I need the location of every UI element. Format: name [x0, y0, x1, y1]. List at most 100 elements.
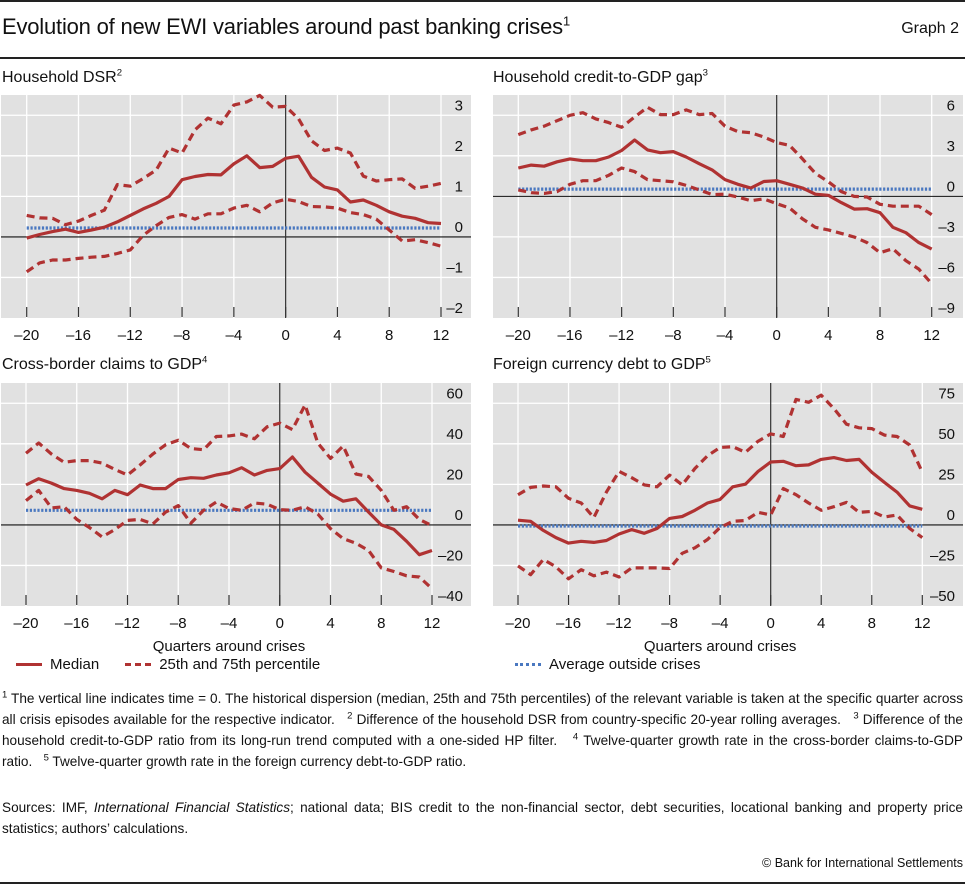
- footnote-5: Twelve-quarter growth rate in the foreig…: [48, 754, 467, 769]
- sources: Sources: IMF, International Financial St…: [2, 797, 963, 839]
- legend-swatch-percentile: [125, 663, 152, 666]
- x-tick-label: –16: [557, 327, 582, 344]
- panel-title-household-dsr: Household DSR2: [2, 67, 123, 87]
- x-axis-title: Quarters around crises: [644, 638, 797, 655]
- legend-item-average: Average outside crises: [515, 656, 700, 673]
- x-tick-label: 4: [817, 615, 825, 632]
- footnote-3: Difference of the household credit-to-GD…: [2, 712, 963, 748]
- y-tick-label: –25: [930, 547, 955, 564]
- series-75th-percentile-line: [24, 403, 433, 528]
- panel-title-text: Cross-border claims to GDP: [2, 356, 203, 373]
- x-tick-label: –8: [170, 615, 187, 632]
- x-tick-label: 4: [333, 327, 341, 344]
- footnote-mark-3: 3: [853, 710, 859, 722]
- x-tick-label: 12: [923, 327, 940, 344]
- legend-left: Median 25th and 75th percentile: [16, 656, 346, 673]
- series-75th-percentile-line: [26, 93, 442, 227]
- series-median-line: [26, 154, 442, 240]
- footnote-mark-1: 1: [2, 689, 8, 701]
- sources-prefix: Sources: IMF,: [2, 800, 94, 815]
- y-tick-label: –20: [438, 547, 463, 564]
- x-tick-label: –4: [221, 615, 238, 632]
- y-tick-label: 3: [947, 138, 955, 155]
- x-tick-label: 8: [876, 327, 884, 344]
- footnote-4: Twelve-quarter growth rate in the cross-…: [2, 733, 963, 769]
- series-25th-percentile-line: [25, 197, 442, 274]
- series-median-line: [517, 138, 933, 251]
- bottom-rule: [0, 882, 965, 884]
- y-tick-label: –6: [938, 259, 955, 276]
- y-tick-label: –1: [446, 259, 463, 276]
- chart-panel-2: –9 –6 –3 0 3 6 –20 –16 –12 –8 –4 0 4 8 12: [493, 95, 963, 344]
- graph-number: Graph 2: [901, 20, 959, 37]
- y-tick-label: –40: [438, 588, 463, 605]
- series-median-line: [25, 455, 433, 557]
- panel-title-text: Household credit-to-GDP gap: [493, 69, 703, 86]
- legend-label-average: Average outside crises: [549, 656, 701, 673]
- y-tick-label: 2: [455, 138, 463, 155]
- x-tick-label: 0: [276, 615, 284, 632]
- panel-title-footnote-mark: 5: [705, 354, 711, 366]
- x-tick-label: –8: [665, 327, 682, 344]
- sources-publication: International Financial Statistics: [93, 800, 291, 815]
- x-tick-label: –16: [556, 615, 581, 632]
- panel-title-fx-debt: Foreign currency debt to GDP5: [493, 354, 711, 374]
- sources-suffix: ; national data; BIS credit to the non-f…: [2, 800, 963, 836]
- footnote-1: The vertical line indicates time = 0. Th…: [2, 691, 963, 727]
- panel-title-footnote-mark: 2: [116, 67, 123, 79]
- y-tick-label: –50: [930, 588, 955, 605]
- x-tick-label: –20: [506, 327, 531, 344]
- plot-background: [493, 95, 963, 318]
- y-tick-label: 25: [938, 466, 955, 483]
- y-tick-label: 6: [947, 97, 955, 114]
- y-tick-label: 40: [446, 426, 463, 443]
- y-tick-label: –3: [938, 219, 955, 236]
- x-tick-label: 0: [767, 615, 775, 632]
- series-25th-percentile-line: [517, 166, 933, 285]
- series-75th-percentile-line: [517, 393, 924, 520]
- y-tick-label: 20: [446, 466, 463, 483]
- legend-item-percentile: 25th and 75th percentile: [125, 656, 320, 673]
- x-tick-label: 4: [326, 615, 334, 632]
- legend-label-median: Median: [50, 656, 100, 673]
- y-tick-label: 0: [947, 507, 955, 524]
- figure-title: Evolution of new EWI variables around pa…: [2, 14, 570, 40]
- x-tick-label: 8: [868, 615, 876, 632]
- plot-background: [493, 383, 963, 606]
- series-25th-percentile-line: [24, 488, 434, 590]
- x-tick-label: –8: [174, 327, 191, 344]
- x-tick-label: 8: [385, 327, 393, 344]
- footnote-mark-5: 5: [43, 752, 49, 764]
- x-tick-label: –12: [609, 327, 634, 344]
- series-25th-percentile-line: [517, 487, 924, 581]
- x-tick-label: –12: [118, 327, 143, 344]
- x-tick-label: –20: [14, 327, 39, 344]
- x-tick-label: 0: [281, 327, 289, 344]
- x-tick-label: 8: [377, 615, 385, 632]
- legend-right: Average outside crises: [515, 656, 726, 673]
- x-tick-label: –4: [226, 327, 243, 344]
- header-rule: [0, 57, 965, 59]
- x-tick-label: –4: [712, 615, 729, 632]
- figure-title-footnote-mark: 1: [562, 13, 571, 29]
- x-tick-label: –8: [661, 615, 678, 632]
- x-tick-label: 4: [824, 327, 832, 344]
- panel-title-footnote-mark: 4: [202, 354, 208, 366]
- panel-title-text: Foreign currency debt to GDP: [493, 356, 706, 373]
- x-tick-label: 12: [433, 327, 450, 344]
- x-tick-label: –12: [115, 615, 140, 632]
- x-tick-label: –12: [607, 615, 632, 632]
- x-tick-label: –20: [13, 615, 38, 632]
- top-rule: [0, 0, 965, 2]
- y-tick-label: 75: [938, 385, 955, 402]
- y-tick-label: 0: [455, 219, 463, 236]
- figure-title-text: Evolution of new EWI variables around pa…: [2, 14, 563, 39]
- plot-background: [1, 95, 471, 318]
- panel-title-footnote-mark: 3: [702, 67, 708, 79]
- y-tick-label: –9: [938, 300, 955, 317]
- chart-panel-4: –50 –25 0 25 50 75 –20 –16 –12 –8 –4 0 4 8 12 Quarters …: [493, 383, 963, 655]
- panel-title-text: Household DSR: [2, 69, 117, 86]
